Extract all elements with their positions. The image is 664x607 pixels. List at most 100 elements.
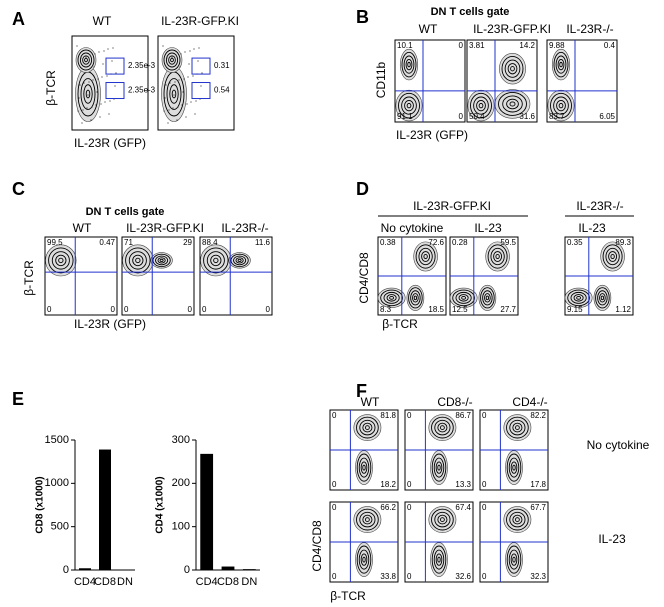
contour <box>423 253 428 260</box>
event-dot <box>170 69 172 71</box>
event-dot <box>181 104 183 106</box>
event-dot <box>192 75 194 77</box>
contour <box>512 464 516 471</box>
contour <box>437 514 448 525</box>
contour <box>128 251 147 270</box>
contour <box>51 251 70 270</box>
gate <box>105 57 125 75</box>
cell-population <box>467 89 495 122</box>
quadrant-value: 0 <box>332 411 337 420</box>
contour <box>168 55 176 65</box>
event-dot <box>193 48 195 50</box>
quadrant-value: 91.1 <box>397 112 413 121</box>
event-dot <box>107 48 109 50</box>
contour <box>470 92 492 119</box>
event-dot <box>186 103 188 105</box>
x-axis-label: β-TCR <box>382 317 418 331</box>
bar <box>79 568 91 570</box>
quadrant-value: 18.5 <box>428 305 444 314</box>
contour <box>383 291 400 304</box>
contour <box>487 244 508 269</box>
event-dot <box>171 56 173 58</box>
contour <box>506 545 522 574</box>
contour <box>437 422 448 433</box>
contour <box>509 511 526 528</box>
contour <box>364 425 370 430</box>
event-dot <box>102 63 104 65</box>
y-tick-label: 1000 <box>45 477 69 489</box>
event-dot <box>103 50 105 52</box>
contour <box>356 545 372 574</box>
column-label: IL-23R-/- <box>221 221 268 235</box>
contour <box>437 464 441 471</box>
cell-population <box>150 252 173 269</box>
contour <box>506 416 529 439</box>
contour <box>169 84 179 104</box>
cell-population <box>353 414 382 441</box>
event-dot <box>89 54 91 56</box>
event-dot <box>180 53 182 55</box>
event-dot <box>95 104 97 106</box>
event-dot <box>177 106 179 108</box>
contour <box>556 99 566 112</box>
event-dot <box>111 60 113 62</box>
event-dot <box>167 122 169 124</box>
contour <box>132 254 144 267</box>
contour <box>600 295 605 301</box>
event-dot <box>100 103 102 105</box>
y-axis-label: β-TCR <box>22 260 36 296</box>
quadrant-value: 59.5 <box>500 238 516 247</box>
contour <box>558 102 564 109</box>
quadrant-value: 11.6 <box>255 238 271 247</box>
contour <box>508 549 520 570</box>
contour <box>421 251 431 262</box>
contour <box>510 66 515 72</box>
contour <box>433 457 445 478</box>
contour <box>358 457 370 478</box>
contour <box>210 254 222 267</box>
contour <box>213 257 219 264</box>
contour <box>595 287 610 309</box>
x-tick-label: CD4 <box>74 576 96 588</box>
contour <box>437 556 441 563</box>
event-dot <box>194 113 196 115</box>
contour <box>504 59 521 78</box>
event-dot <box>162 45 164 47</box>
event-dot <box>98 51 100 53</box>
contour <box>83 84 93 104</box>
event-dot <box>164 97 166 99</box>
contour <box>359 419 376 436</box>
contour <box>362 422 373 433</box>
contour <box>512 556 516 563</box>
cell-population <box>430 450 448 485</box>
event-dot <box>104 101 106 103</box>
event-dot <box>182 91 184 93</box>
quadrant-value: 9.88 <box>549 41 565 50</box>
event-dot <box>176 119 178 121</box>
cell-population <box>406 284 425 311</box>
quadrant-value: 0 <box>482 503 487 512</box>
event-dot <box>201 72 203 74</box>
quadrant-value: 0 <box>459 112 464 121</box>
event-dot <box>87 94 89 96</box>
panel-title: DN T cells gate <box>86 206 165 218</box>
event-dot <box>101 76 103 78</box>
group-label: IL-23R-GFP.KI <box>413 199 491 213</box>
contour <box>166 78 182 110</box>
x-tick-label: CD8 <box>217 576 239 588</box>
cell-population <box>377 287 406 308</box>
event-dot <box>184 51 186 53</box>
contour <box>434 419 451 436</box>
contour <box>403 55 415 74</box>
contour <box>508 457 520 478</box>
cell-population <box>600 241 625 272</box>
event-dot <box>94 53 96 55</box>
quadrant-value: 32.3 <box>530 572 546 581</box>
quadrant-value: 71 <box>124 238 133 247</box>
contour <box>476 99 486 112</box>
contour <box>356 416 379 439</box>
contour <box>567 289 590 307</box>
column-label: WT <box>73 221 92 235</box>
group-label: IL-23R-/- <box>576 199 623 213</box>
event-dot <box>86 107 88 109</box>
